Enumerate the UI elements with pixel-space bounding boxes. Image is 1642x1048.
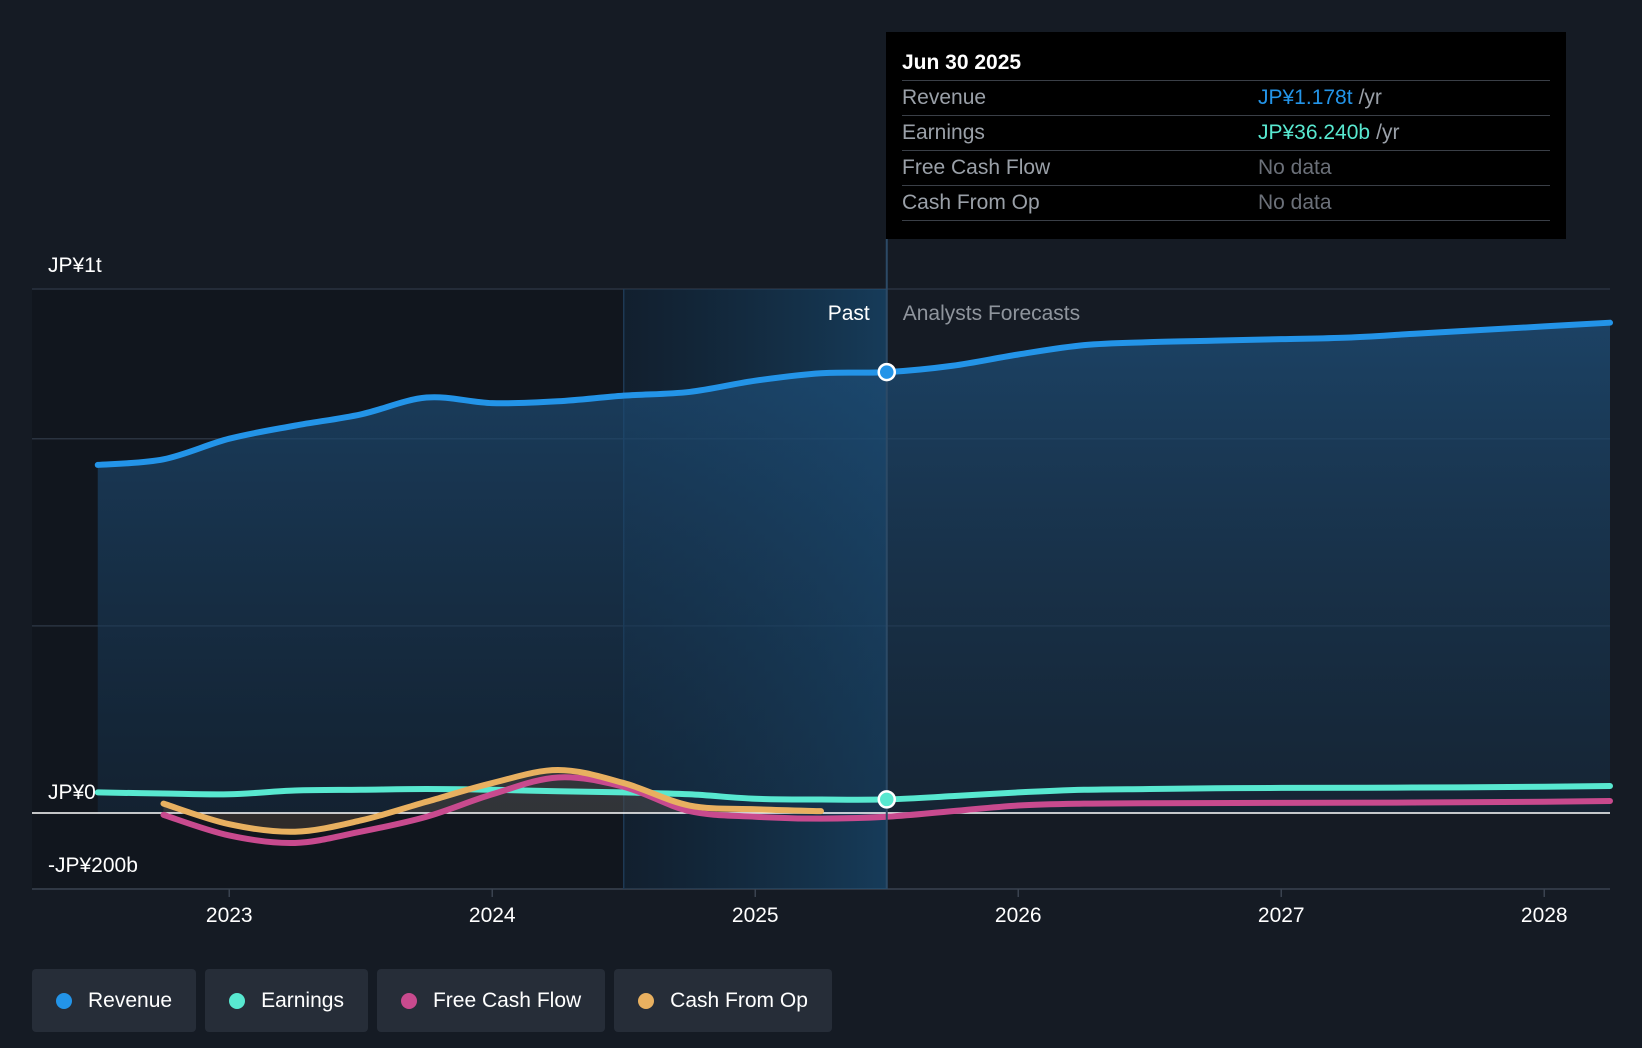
x-tick-label: 2024 xyxy=(469,904,516,927)
tooltip-row-free-cash-flow: Free Cash Flow No data xyxy=(902,151,1550,186)
legend: Revenue Earnings Free Cash Flow Cash Fro… xyxy=(32,969,832,1032)
series-line-free-cash-flow xyxy=(160,774,1613,847)
tooltip-value: No data xyxy=(1258,191,1332,214)
series-line-revenue xyxy=(94,319,1613,468)
legend-label: Revenue xyxy=(88,988,173,1012)
x-tick-label: 2026 xyxy=(995,904,1042,927)
x-tick-label: 2027 xyxy=(1258,904,1305,927)
tooltip-value: JP¥1.178t xyxy=(1258,86,1353,109)
legend-label: Free Cash Flow xyxy=(432,988,582,1012)
tooltip-value: JP¥36.240b xyxy=(1258,121,1371,144)
tooltip-label: Free Cash Flow xyxy=(902,156,1051,179)
cashfromop-area xyxy=(163,769,821,832)
tooltip-label: Earnings xyxy=(902,121,985,144)
tooltip-date: Jun 30 2025 xyxy=(902,46,1550,81)
forecast-label: Analysts Forecasts xyxy=(903,302,1080,325)
legend-item-free-cash-flow[interactable]: Free Cash Flow xyxy=(376,969,606,1032)
legend-label: Earnings xyxy=(261,988,344,1012)
series-line-earnings xyxy=(94,783,1613,803)
revenue-dot-icon xyxy=(56,992,72,1009)
x-tick-label: 2028 xyxy=(1521,904,1568,927)
tooltip-unit: /yr xyxy=(1376,121,1400,144)
marker-revenue xyxy=(877,362,896,382)
legend-item-revenue[interactable]: Revenue xyxy=(32,969,197,1032)
tooltip-row-revenue: Revenue JP¥1.178t /yr xyxy=(902,81,1550,116)
tooltip-value: No data xyxy=(1258,156,1332,179)
cash-from-op-dot-icon xyxy=(638,992,655,1009)
tooltip-label: Cash From Op xyxy=(902,191,1040,214)
x-tick-label: 2025 xyxy=(732,904,779,927)
tooltip-label: Revenue xyxy=(902,86,987,109)
tooltip-row-earnings: Earnings JP¥36.240b /yr xyxy=(902,116,1550,151)
y-tick-label: -JP¥200b xyxy=(48,854,138,877)
free-cash-flow-dot-icon xyxy=(400,992,417,1009)
marker-earnings xyxy=(877,790,896,809)
tooltip-unit: /yr xyxy=(1358,86,1382,109)
y-tick-label: JP¥0 xyxy=(48,781,96,804)
tooltip: Jun 30 2025 Revenue JP¥1.178t /yr Earnin… xyxy=(886,32,1566,239)
y-tick-label: JP¥1t xyxy=(48,254,102,277)
series-line-cash-from-op xyxy=(160,766,824,835)
past-label: Past xyxy=(828,302,870,325)
legend-label: Cash From Op xyxy=(670,988,808,1012)
legend-item-cash-from-op[interactable]: Cash From Op xyxy=(614,969,832,1032)
earnings-dot-icon xyxy=(229,992,246,1009)
revenue-area xyxy=(97,322,1610,813)
x-tick-label: 2023 xyxy=(206,904,253,927)
legend-item-earnings[interactable]: Earnings xyxy=(205,969,368,1032)
tooltip-row-cash-from-op: Cash From Op No data xyxy=(902,186,1550,221)
